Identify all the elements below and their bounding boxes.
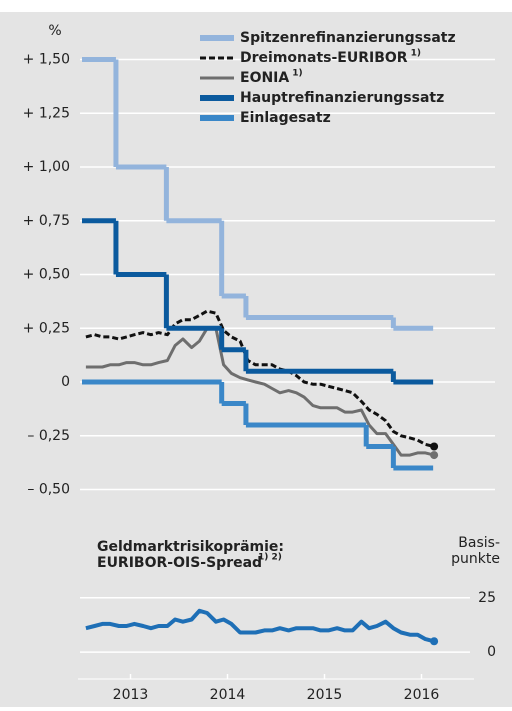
legend-label: Spitzenrefinanzierungssatz <box>240 30 456 46</box>
y-tick-label: 0 <box>487 644 496 660</box>
y-tick-label: + 0,75 <box>23 213 70 229</box>
legend-label: EONIA <box>240 70 289 86</box>
series-line <box>85 309 435 448</box>
y-tick-label: + 1,00 <box>23 159 70 175</box>
legend-label: Dreimonats-EURIBOR <box>240 50 408 66</box>
series-line <box>85 608 435 644</box>
x-tick-label: 2013 <box>113 687 149 703</box>
y-tick-label: + 1,50 <box>23 52 70 68</box>
y-axis-label: % <box>48 23 61 39</box>
y-tick-label: + 0,25 <box>23 320 70 336</box>
end-marker <box>430 451 439 460</box>
series-line <box>85 326 435 457</box>
title-note: 1) 2) <box>258 553 282 563</box>
y-tick-label: – 0,25 <box>27 428 70 444</box>
y-tick-label: + 1,25 <box>23 105 70 121</box>
end-marker <box>430 442 439 451</box>
y-axis-label: Basis- <box>458 535 500 551</box>
x-tick-label: 2016 <box>404 687 440 703</box>
legend-label: Einlagesatz <box>240 110 331 126</box>
legend-label: Hauptrefinanzierungssatz <box>240 90 444 106</box>
y-tick-label: 25 <box>478 590 496 606</box>
x-tick-label: 2014 <box>210 687 246 703</box>
y-tick-label: – 0,50 <box>27 482 70 498</box>
y-axis-label: punkte <box>451 551 500 567</box>
panel-title: EURIBOR-OIS-Spread <box>97 555 262 571</box>
y-tick-label: 0 <box>61 374 70 390</box>
x-tick-label: 2015 <box>307 687 343 703</box>
background <box>0 12 512 707</box>
legend-note: 1) <box>411 49 421 59</box>
panel-title: Geldmarktrisikoprämie: <box>97 539 284 555</box>
end-marker <box>430 637 439 646</box>
legend-note: 1) <box>292 69 302 79</box>
y-tick-label: + 0,50 <box>23 267 70 283</box>
